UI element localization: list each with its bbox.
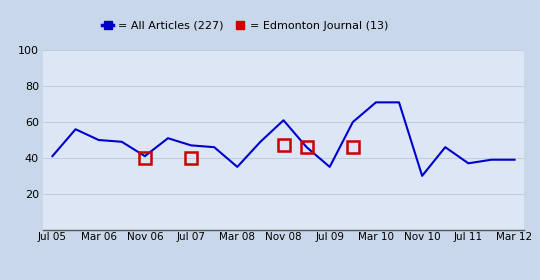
Legend: = All Articles (227), = Edmonton Journal (13): = All Articles (227), = Edmonton Journal… <box>98 17 393 36</box>
